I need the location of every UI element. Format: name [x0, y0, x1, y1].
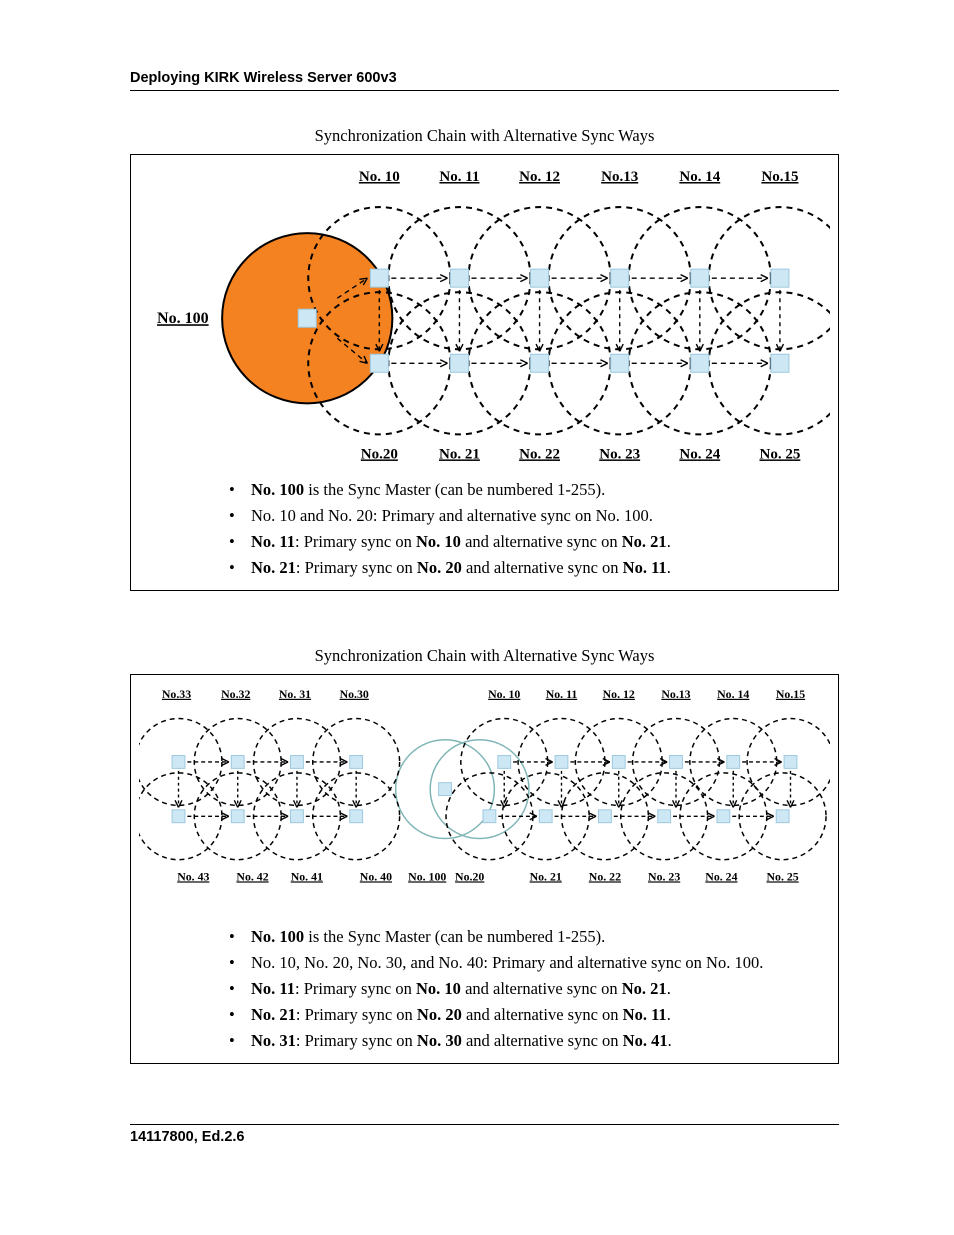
figure1-caption: Synchronization Chain with Alternative S…: [130, 126, 839, 146]
svg-text:No. 23: No. 23: [648, 870, 680, 884]
svg-text:No. 10: No. 10: [488, 687, 520, 701]
figure2-bullets: No. 100 is the Sync Master (can be numbe…: [139, 925, 830, 1053]
svg-text:No. 41: No. 41: [291, 870, 323, 884]
svg-text:No. 14: No. 14: [717, 687, 749, 701]
svg-text:No. 11: No. 11: [546, 687, 578, 701]
bullet-item: No. 31: Primary sync on No. 30 and alter…: [229, 1029, 830, 1053]
figure2-caption: Synchronization Chain with Alternative S…: [130, 646, 839, 666]
svg-text:No. 12: No. 12: [519, 169, 560, 185]
svg-text:No. 31: No. 31: [279, 687, 311, 701]
svg-text:No.33: No.33: [162, 687, 191, 701]
svg-text:No. 100: No. 100: [157, 310, 209, 327]
svg-text:No. 22: No. 22: [519, 446, 560, 462]
svg-text:No. 100: No. 100: [408, 870, 446, 884]
header-rule: [130, 90, 839, 91]
svg-text:No. 24: No. 24: [705, 870, 737, 884]
svg-text:No.20: No.20: [361, 446, 398, 462]
svg-text:No.20: No.20: [455, 870, 484, 884]
svg-text:No.13: No.13: [601, 169, 638, 185]
svg-text:No. 11: No. 11: [439, 169, 479, 185]
svg-text:No.32: No.32: [221, 687, 250, 701]
bullet-item: No. 11: Primary sync on No. 10 and alter…: [229, 977, 830, 1001]
bullet-item: No. 100 is the Sync Master (can be numbe…: [229, 925, 830, 949]
svg-text:No. 21: No. 21: [530, 870, 562, 884]
figure2-box: No.33 No.32 No. 31 No.30 No. 10 No. 11 No. 12 N…: [130, 674, 839, 1064]
svg-text:No. 12: No. 12: [603, 687, 635, 701]
svg-text:No.30: No.30: [340, 687, 369, 701]
svg-text:No. 40: No. 40: [360, 870, 392, 884]
figure1-box: No. 100 No. 10 No. 11 No. 12 No.13 No. 14 No.1…: [130, 154, 839, 591]
bullet-item: No. 100 is the Sync Master (can be numbe…: [229, 478, 830, 502]
svg-text:No. 43: No. 43: [177, 870, 209, 884]
bullet-item: No. 21: Primary sync on No. 20 and alter…: [229, 1003, 830, 1027]
figure2-diagram: No.33 No.32 No. 31 No.30 No. 10 No. 11 No. 12 N…: [139, 683, 830, 915]
figure1-bullets: No. 100 is the Sync Master (can be numbe…: [139, 478, 830, 580]
bullet-item: No. 11: Primary sync on No. 10 and alter…: [229, 530, 830, 554]
page-header: Deploying KIRK Wireless Server 600v3: [130, 70, 839, 86]
page-footer: 14117800, Ed.2.6: [130, 1129, 839, 1145]
svg-text:No. 42: No. 42: [236, 870, 268, 884]
bullet-item: No. 21: Primary sync on No. 20 and alter…: [229, 556, 830, 580]
svg-text:No. 23: No. 23: [599, 446, 640, 462]
svg-text:No.15: No.15: [776, 687, 805, 701]
svg-text:No. 14: No. 14: [679, 169, 720, 185]
bullet-item: No. 10 and No. 20: Primary and alternati…: [229, 504, 830, 528]
svg-text:No.13: No.13: [661, 687, 690, 701]
svg-text:No.15: No.15: [761, 169, 798, 185]
svg-text:No. 21: No. 21: [439, 446, 480, 462]
svg-text:No. 25: No. 25: [759, 446, 800, 462]
svg-text:No. 25: No. 25: [767, 870, 799, 884]
svg-text:No. 10: No. 10: [359, 169, 400, 185]
svg-text:No. 24: No. 24: [679, 446, 720, 462]
bullet-item: No. 10, No. 20, No. 30, and No. 40: Prim…: [229, 951, 830, 975]
svg-text:No. 22: No. 22: [589, 870, 621, 884]
figure1-diagram: No. 100 No. 10 No. 11 No. 12 No.13 No. 14 No.1…: [139, 163, 830, 468]
footer-rule: [130, 1124, 839, 1125]
